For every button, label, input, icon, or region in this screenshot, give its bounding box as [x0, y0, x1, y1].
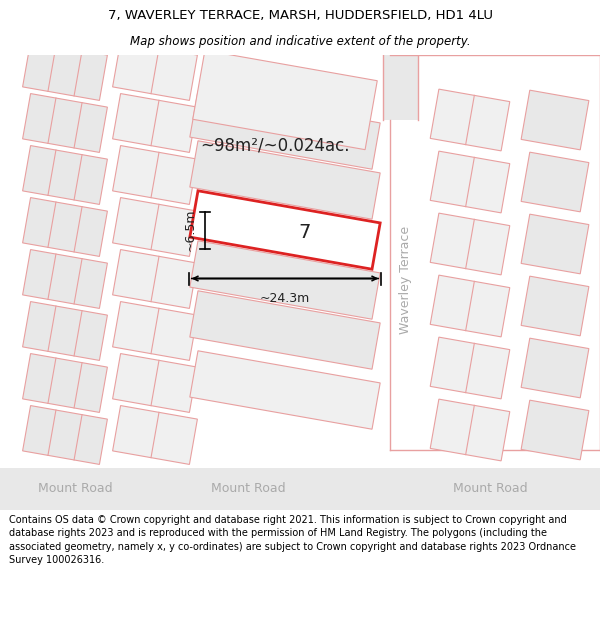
Polygon shape	[430, 275, 510, 337]
Polygon shape	[23, 94, 107, 152]
Polygon shape	[190, 191, 380, 269]
Text: Map shows position and indicative extent of the property.: Map shows position and indicative extent…	[130, 35, 470, 48]
Polygon shape	[430, 213, 510, 275]
Text: 7, WAVERLEY TERRACE, MARSH, HUDDERSFIELD, HD1 4LU: 7, WAVERLEY TERRACE, MARSH, HUDDERSFIELD…	[107, 9, 493, 22]
Polygon shape	[23, 42, 107, 101]
Polygon shape	[23, 146, 107, 204]
Polygon shape	[430, 151, 510, 213]
Polygon shape	[23, 354, 107, 412]
Polygon shape	[113, 302, 197, 361]
Polygon shape	[113, 406, 197, 464]
Polygon shape	[521, 90, 589, 150]
Polygon shape	[190, 91, 380, 169]
Polygon shape	[521, 400, 589, 460]
Polygon shape	[113, 94, 197, 152]
Text: Contains OS data © Crown copyright and database right 2021. This information is : Contains OS data © Crown copyright and d…	[9, 515, 576, 565]
Polygon shape	[113, 354, 197, 412]
Polygon shape	[521, 214, 589, 274]
Text: Mount Road: Mount Road	[211, 482, 286, 496]
Polygon shape	[430, 89, 510, 151]
Polygon shape	[193, 51, 377, 149]
Text: Waverley Terrace: Waverley Terrace	[399, 226, 412, 334]
Text: ~98m²/~0.024ac.: ~98m²/~0.024ac.	[200, 136, 350, 154]
Polygon shape	[113, 249, 197, 308]
Polygon shape	[23, 198, 107, 256]
Polygon shape	[113, 42, 197, 101]
Polygon shape	[190, 141, 380, 219]
Text: Mount Road: Mount Road	[452, 482, 527, 496]
Polygon shape	[190, 351, 380, 429]
Polygon shape	[23, 249, 107, 308]
Text: 7: 7	[299, 224, 311, 243]
Polygon shape	[23, 406, 107, 464]
Text: ~6.5m: ~6.5m	[184, 209, 197, 251]
Polygon shape	[521, 338, 589, 398]
Bar	[0, 468, 600, 510]
Polygon shape	[383, 0, 418, 120]
Text: Mount Road: Mount Road	[38, 482, 112, 496]
Polygon shape	[430, 399, 510, 461]
Text: ~24.3m: ~24.3m	[260, 292, 310, 306]
Polygon shape	[190, 241, 380, 319]
Polygon shape	[521, 276, 589, 336]
Bar	[188, 55, 383, 468]
Polygon shape	[113, 198, 197, 256]
Polygon shape	[521, 152, 589, 212]
Polygon shape	[430, 337, 510, 399]
Polygon shape	[190, 291, 380, 369]
Polygon shape	[23, 302, 107, 361]
Polygon shape	[113, 146, 197, 204]
